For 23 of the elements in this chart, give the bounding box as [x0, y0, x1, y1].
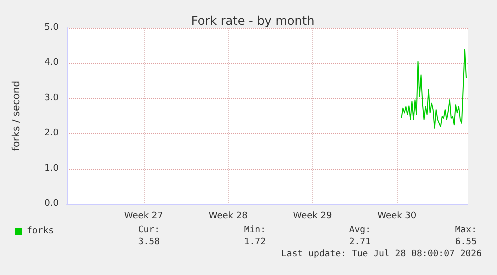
text: Max: [455, 226, 478, 236]
line-series [401, 49, 467, 129]
chart-title: Fork rate - by month [191, 14, 315, 28]
y-tick-label: 3.0 [44, 93, 60, 104]
y-axis-title: forks / second [12, 80, 22, 152]
y-tick-label: 0.0 [44, 199, 60, 209]
text: 2.71 [349, 238, 372, 248]
text: Min: [244, 226, 266, 236]
y-tick-label: 5.0 [44, 23, 60, 33]
text: 3.58 [138, 238, 160, 248]
x-tick-label: Week 29 [293, 212, 332, 222]
y-tick-label: 2.0 [44, 128, 60, 139]
text: Avg: [349, 226, 372, 236]
text: 6.55 [455, 238, 478, 248]
text: 1.72 [244, 238, 266, 248]
x-tick-label: Week 30 [378, 212, 417, 222]
y-tick-label: 1.0 [44, 164, 60, 174]
text: Cur: [138, 226, 160, 236]
x-tick-label: Week 27 [124, 212, 164, 222]
text: Last update: Tue Jul 28 08:00:07 2026 [282, 250, 482, 260]
x-tick-label: Week 28 [208, 212, 248, 222]
legend-label: forks [27, 226, 54, 236]
y-tick-label: 4.0 [44, 58, 60, 68]
